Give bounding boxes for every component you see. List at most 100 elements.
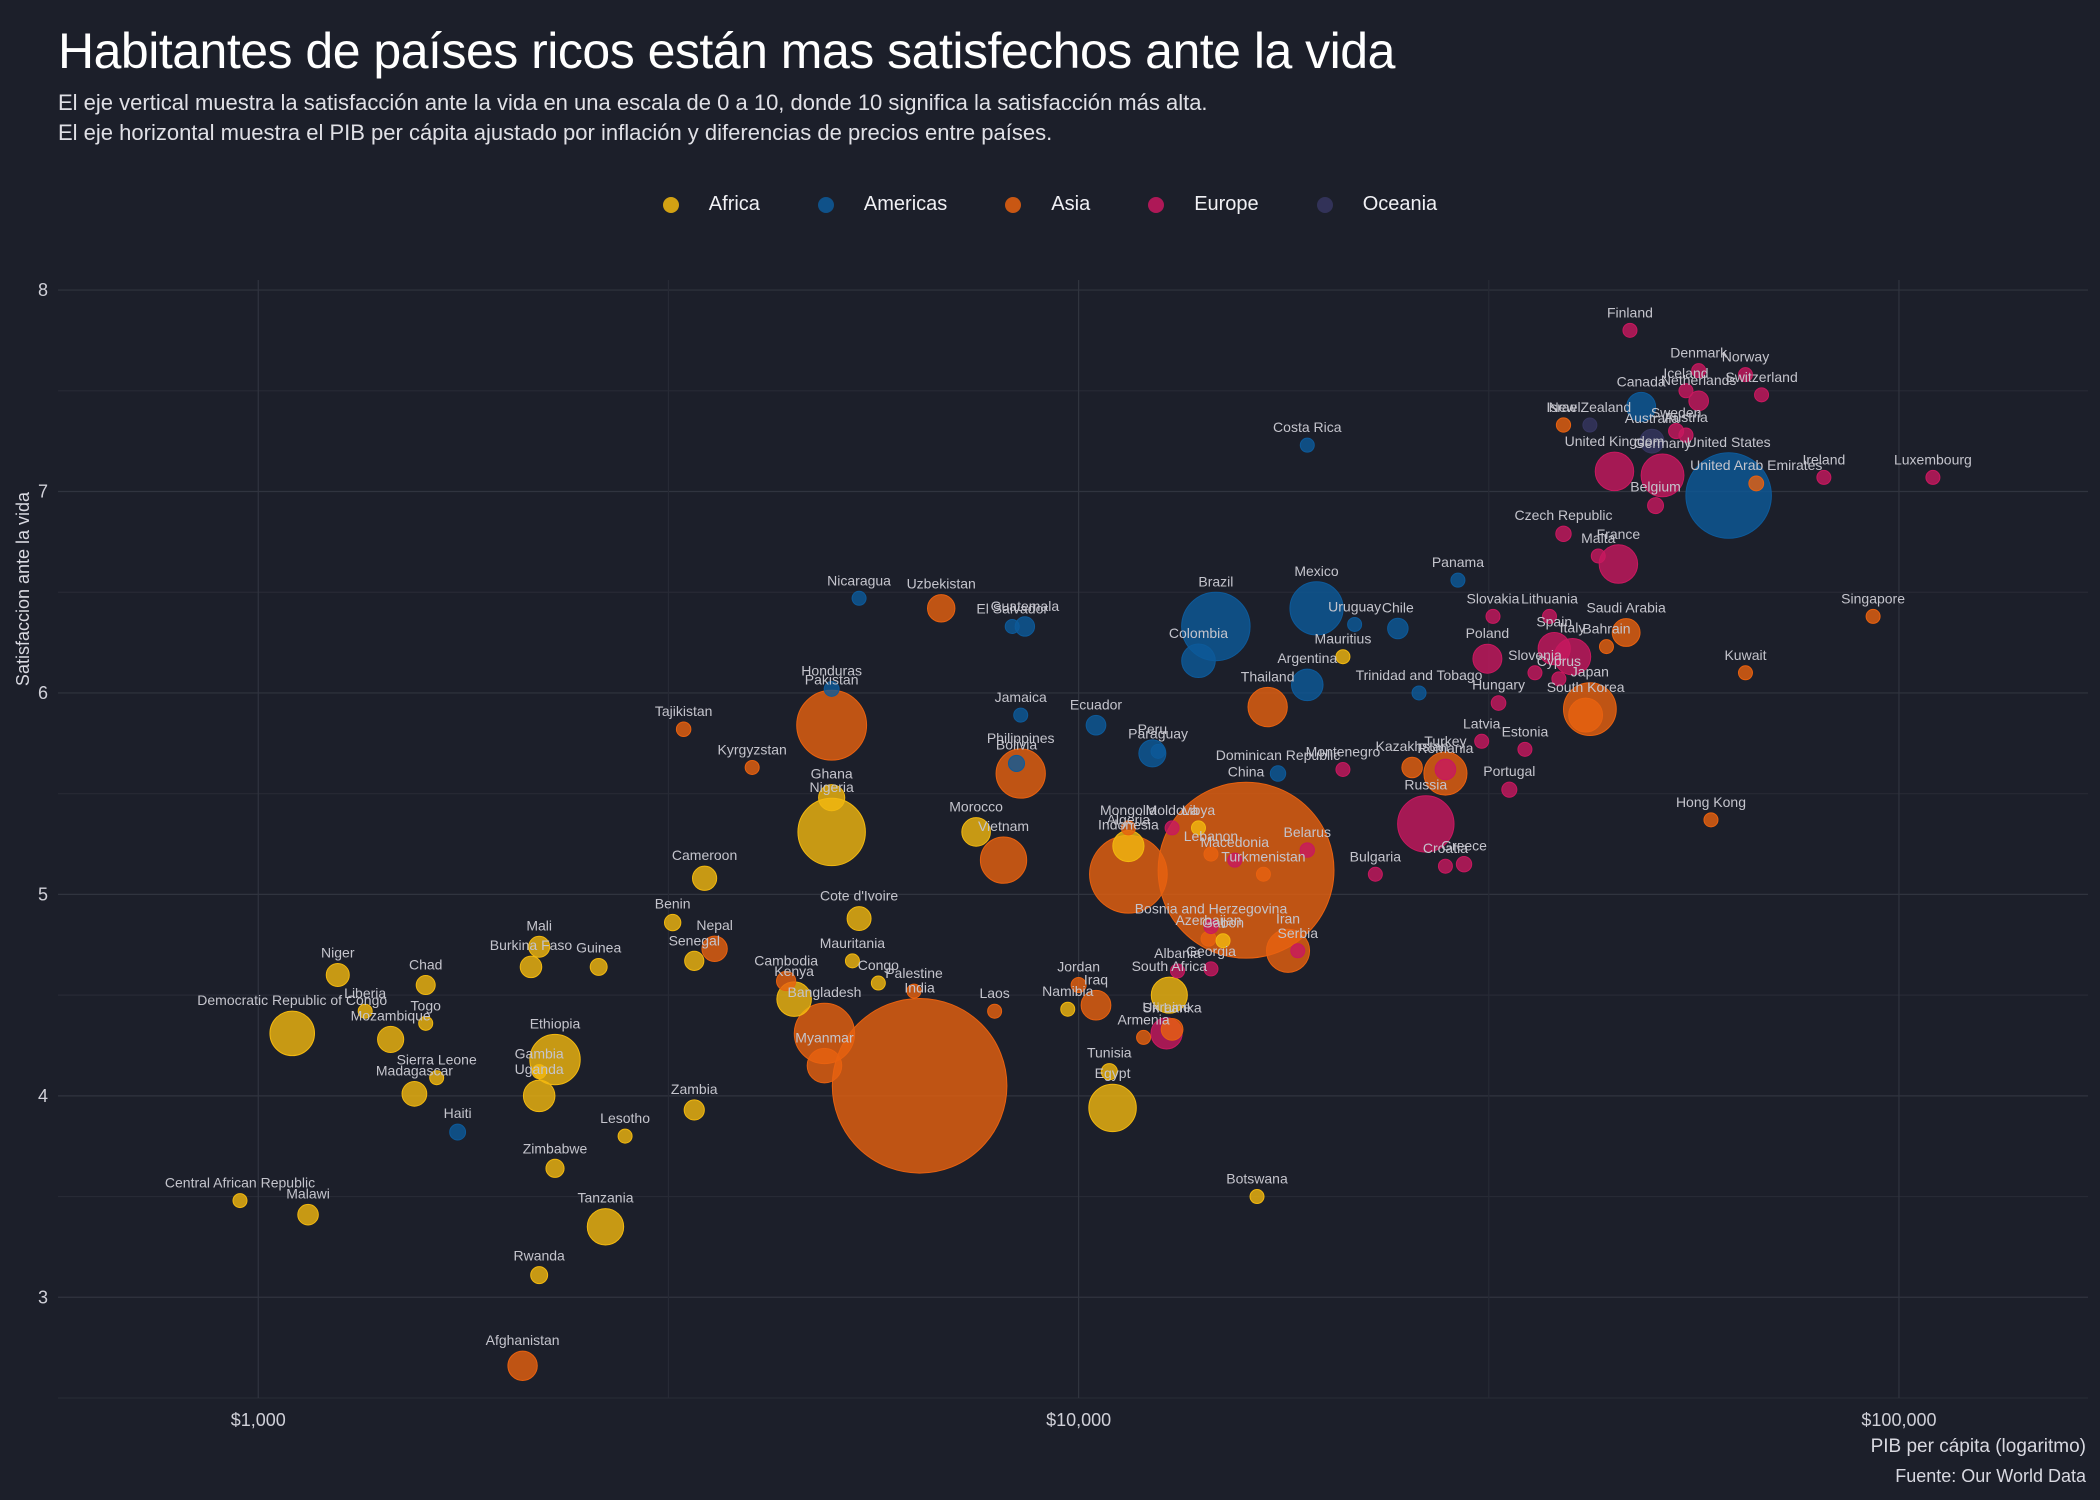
label-argentina: Argentina [1277, 650, 1337, 666]
bubble-congo [870, 975, 886, 991]
bubble-norway [1737, 367, 1753, 383]
bubble-austria [1678, 427, 1694, 443]
label-iraq: Iraq [1084, 971, 1108, 987]
label-laos: Laos [979, 985, 1009, 1001]
bubble-cyprus [1551, 671, 1567, 687]
label-congo: Congo [858, 957, 899, 973]
label-india: India [904, 979, 935, 995]
label-gabon: Gabon [1202, 915, 1244, 931]
bubble-malawi [297, 1203, 319, 1226]
bubble-denmark [1691, 363, 1707, 379]
bubble-bahrain [1598, 639, 1614, 655]
label-burkina-faso: Burkina Faso [490, 937, 573, 953]
label-ethiopia: Ethiopia [530, 1015, 581, 1031]
label-turkmenistan: Turkmenistan [1221, 848, 1305, 864]
bubble-mexico [1289, 581, 1344, 636]
label-austria: Austria [1664, 409, 1708, 425]
label-norway: Norway [1722, 349, 1769, 365]
bubble-georgia [1203, 961, 1219, 977]
bubble-united-arab-emirates [1748, 475, 1765, 492]
bubble-india [831, 997, 1008, 1174]
bubble-lithuania [1542, 608, 1558, 624]
label-dominican-republic: Dominican Republic [1216, 747, 1341, 763]
y-tick-label: 7 [38, 482, 48, 502]
bubble-vietnam [979, 836, 1028, 884]
label-kuwait: Kuwait [1724, 647, 1766, 663]
label-united-kingdom: United Kingdom [1565, 433, 1665, 449]
bubble-mali [528, 935, 551, 958]
label-netherlands: Netherlands [1661, 372, 1737, 388]
label-bulgaria: Bulgaria [1350, 848, 1402, 864]
label-pakistan: Pakistan [805, 671, 859, 687]
label-georgia: Georgia [1186, 943, 1236, 959]
label-zimbabwe: Zimbabwe [523, 1140, 588, 1156]
bubble-gabon [1215, 933, 1231, 949]
label-united-arab-emirates: United Arab Emirates [1690, 457, 1822, 473]
label-afghanistan: Afghanistan [486, 1332, 560, 1348]
bubble-costa-rica [1299, 437, 1315, 453]
bubble-jamaica [1013, 707, 1029, 723]
label-moldova: Moldova [1146, 802, 1199, 818]
bubble-jordan [1070, 977, 1087, 994]
label-brazil: Brazil [1198, 573, 1233, 589]
label-niger: Niger [321, 944, 355, 960]
y-tick-label: 8 [38, 280, 48, 300]
bubble-mongolia [1120, 820, 1136, 836]
label-azerbaijan: Azerbaijan [1175, 912, 1241, 928]
label-belarus: Belarus [1284, 824, 1331, 840]
bubble-rwanda [530, 1266, 549, 1285]
bubble-iceland [1678, 383, 1694, 399]
bubble-central-african-republic [232, 1193, 248, 1209]
bubble-guinea [589, 957, 608, 976]
label-haiti: Haiti [444, 1105, 472, 1121]
bubble-malta [1590, 548, 1606, 564]
bubble-mauritania [844, 953, 860, 969]
label-china: China [1228, 763, 1265, 779]
label-malta: Malta [1581, 530, 1615, 546]
bubble-democratic-republic-of-congo [269, 1010, 316, 1057]
bubble-macedonia [1227, 852, 1243, 868]
label-cambodia: Cambodia [754, 952, 818, 968]
label-france: France [1597, 526, 1641, 542]
label-sri-lanka: Sri Lanka [1143, 999, 1202, 1015]
label-greece: Greece [1441, 837, 1487, 853]
label-italy: Italy [1560, 619, 1586, 635]
label-liberia: Liberia [344, 985, 386, 1001]
label-costa-rica: Costa Rica [1273, 419, 1342, 435]
label-uganda: Uganda [515, 1061, 564, 1077]
label-belgium: Belgium [1630, 479, 1681, 495]
label-jordan: Jordan [1057, 959, 1100, 975]
chart-subtitle-line-1: El eje vertical muestra la satisfacción … [58, 90, 1208, 115]
label-poland: Poland [1466, 625, 1510, 641]
label-benin: Benin [655, 895, 691, 911]
bubble-mauritius [1335, 649, 1351, 665]
label-switzerland: Switzerland [1725, 369, 1797, 385]
label-guinea: Guinea [576, 939, 621, 955]
label-malawi: Malawi [286, 1185, 330, 1201]
bubble-niger [325, 962, 350, 987]
bubble-zimbabwe [545, 1158, 565, 1178]
bubble-togo [418, 1015, 434, 1031]
bubble-netherlands [1688, 390, 1710, 412]
bubble-colombia [1181, 643, 1216, 679]
bubble-united-states [1685, 452, 1772, 539]
label-sierra-leone: Sierra Leone [397, 1052, 477, 1068]
country-labels: FinlandDenmarkNorwayIcelandNetherlandsSw… [165, 304, 1972, 1348]
label-algeria: Algeria [1107, 811, 1151, 827]
label-czech-republic: Czech Republic [1514, 507, 1612, 523]
bubble-benin [663, 913, 682, 932]
label-thailand: Thailand [1241, 668, 1295, 684]
label-slovenia: Slovenia [1508, 647, 1562, 663]
label-democratic-republic-of-congo: Democratic Republic of Congo [197, 992, 387, 1008]
bubble-uzbekistan [927, 594, 956, 623]
label-libya: Libya [1182, 802, 1216, 818]
bubble-thailand [1247, 686, 1288, 728]
label-germany: Germany [1634, 435, 1692, 451]
bubble-australia [1639, 428, 1665, 454]
bubble-pakistan [796, 689, 868, 761]
bubble-kuwait [1737, 665, 1753, 681]
bubble-burkina-faso [519, 955, 543, 979]
label-egypt: Egypt [1095, 1065, 1131, 1081]
x-axis-title: PIB per cápita (logaritmo) [1871, 1436, 2086, 1457]
label-mozambique: Mozambique [351, 1007, 431, 1023]
